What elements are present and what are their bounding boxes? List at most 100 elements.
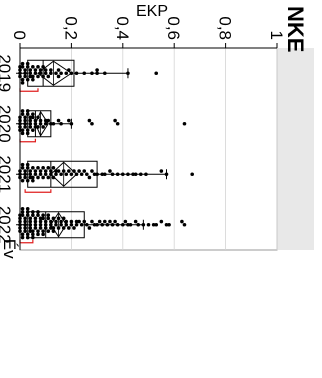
x-axis-label: Év (0, 239, 19, 259)
data-point (180, 219, 184, 224)
data-point (31, 229, 35, 233)
data-point (33, 169, 38, 173)
data-point (25, 128, 30, 132)
data-point (49, 169, 53, 173)
data-point (182, 222, 187, 227)
data-point (41, 125, 45, 129)
data-point (28, 68, 33, 72)
y-tick-label: 0,6 (164, 16, 183, 40)
data-point (64, 219, 69, 224)
data-point (46, 213, 51, 217)
data-point (20, 178, 25, 183)
data-point (41, 216, 45, 221)
data-point (31, 128, 35, 132)
data-point (51, 121, 56, 126)
data-point (56, 118, 61, 123)
data-point (56, 169, 61, 173)
data-point (61, 216, 66, 221)
data-point (154, 222, 159, 227)
data-point (164, 222, 169, 227)
data-point (43, 226, 48, 230)
data-point (56, 74, 61, 79)
data-point (56, 226, 61, 230)
data-point (41, 166, 45, 170)
data-point (23, 226, 27, 230)
data-point (64, 222, 69, 227)
frame-band (277, 48, 314, 250)
data-point (25, 65, 30, 69)
y-tick-label: 0 (10, 31, 29, 40)
data-point (23, 74, 27, 79)
data-point (33, 71, 38, 76)
data-point (56, 216, 61, 221)
data-point (25, 166, 30, 170)
data-point (25, 162, 30, 167)
data-point (25, 178, 30, 183)
data-point (36, 175, 40, 180)
data-point (25, 235, 30, 240)
data-point (38, 172, 43, 177)
y-tick-label: 0,2 (61, 16, 80, 40)
data-point (123, 219, 128, 224)
data-point (159, 169, 164, 173)
data-point (31, 232, 35, 237)
data-point (38, 71, 43, 76)
data-point (36, 125, 40, 129)
data-point (38, 219, 43, 224)
data-point (38, 169, 43, 173)
data-point (25, 77, 30, 82)
data-point (92, 172, 97, 177)
data-point (69, 219, 74, 224)
data-point (31, 166, 35, 170)
data-point (36, 229, 40, 233)
data-point (33, 125, 38, 129)
data-point (28, 169, 33, 173)
data-point (95, 222, 99, 227)
axes-layer: 0 0,2 0,4 0,6 0,8 1 2019 2020 2021 2022 (0, 16, 286, 250)
data-point (23, 115, 27, 120)
data-point (41, 213, 45, 217)
data-point (36, 166, 40, 170)
data-point (25, 131, 30, 136)
data-point (164, 172, 169, 177)
data-point (159, 219, 164, 224)
data-point (121, 222, 125, 227)
data-point (38, 216, 43, 221)
data-point (105, 222, 110, 227)
data-point (90, 71, 94, 76)
data-point (33, 68, 38, 72)
rotated-chart-group: 0 0,2 0,4 0,6 0,8 1 2019 2020 2021 2022 NKE EKP É… (0, 3, 314, 259)
data-point (51, 229, 56, 233)
data-point (87, 226, 92, 230)
data-point (23, 175, 27, 180)
data-point (77, 169, 81, 173)
data-point (38, 226, 43, 230)
data-point (51, 166, 56, 170)
data-point (46, 166, 51, 170)
data-point (23, 216, 27, 221)
data-point (74, 172, 79, 177)
data-point (64, 172, 69, 177)
data-point (36, 210, 40, 214)
data-point (43, 172, 48, 177)
data-point (110, 222, 115, 227)
data-point (95, 172, 99, 177)
data-point (25, 210, 30, 214)
data-point (28, 175, 33, 180)
data-point (74, 219, 79, 224)
data-point (23, 125, 27, 129)
data-point (46, 229, 51, 233)
data-point (23, 222, 27, 227)
data-point (182, 121, 187, 126)
data-point (28, 229, 33, 233)
y-axis-label: EKP (136, 3, 168, 20)
data-point (23, 68, 27, 72)
data-point (38, 68, 43, 72)
points-layer (18, 61, 194, 240)
data-point (136, 222, 141, 227)
data-point (67, 169, 71, 173)
data-point (128, 222, 133, 227)
data-point (61, 169, 66, 173)
data-point (59, 172, 63, 177)
